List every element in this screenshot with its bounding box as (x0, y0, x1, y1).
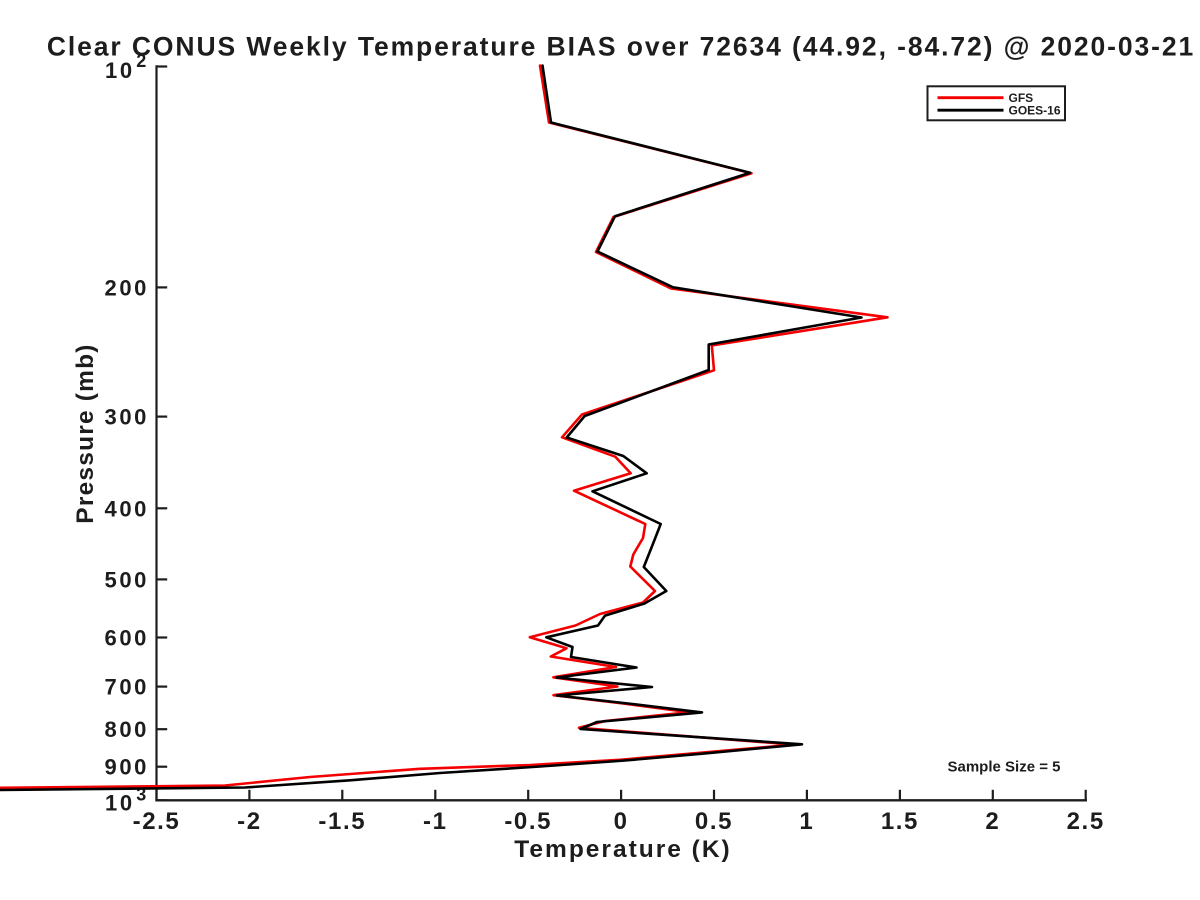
svg-text:900: 900 (104, 755, 149, 780)
svg-text:Pressure (mb): Pressure (mb) (72, 343, 99, 523)
svg-text:2: 2 (985, 808, 1000, 835)
svg-text:Temperature (K): Temperature (K) (514, 836, 731, 863)
svg-text:-2: -2 (237, 808, 262, 835)
svg-text:1.5: 1.5 (881, 808, 919, 835)
svg-text:2.5: 2.5 (1067, 808, 1105, 835)
svg-text:800: 800 (104, 717, 149, 742)
svg-text:3: 3 (136, 784, 146, 804)
svg-text:-1.5: -1.5 (318, 808, 366, 835)
svg-text:0.5: 0.5 (695, 808, 733, 835)
svg-text:Sample Size = 5: Sample Size = 5 (948, 759, 1061, 776)
svg-text:GFS: GFS (1009, 91, 1034, 105)
svg-text:1: 1 (799, 808, 814, 835)
svg-text:Clear CONUS Weekly Temperature: Clear CONUS Weekly Temperature BIAS over… (47, 32, 1195, 62)
svg-text:-1: -1 (423, 808, 448, 835)
svg-text:10: 10 (105, 58, 135, 83)
svg-text:600: 600 (104, 626, 149, 651)
svg-text:2: 2 (136, 51, 146, 71)
svg-text:0: 0 (614, 808, 629, 835)
svg-text:-0.5: -0.5 (504, 808, 552, 835)
svg-text:10: 10 (105, 791, 135, 816)
svg-text:300: 300 (104, 405, 149, 430)
svg-text:400: 400 (104, 496, 149, 521)
svg-text:GOES-16: GOES-16 (1009, 103, 1061, 117)
svg-text:200: 200 (104, 275, 149, 300)
svg-text:700: 700 (104, 675, 149, 700)
svg-text:-2.5: -2.5 (133, 808, 181, 835)
svg-text:500: 500 (104, 567, 149, 592)
